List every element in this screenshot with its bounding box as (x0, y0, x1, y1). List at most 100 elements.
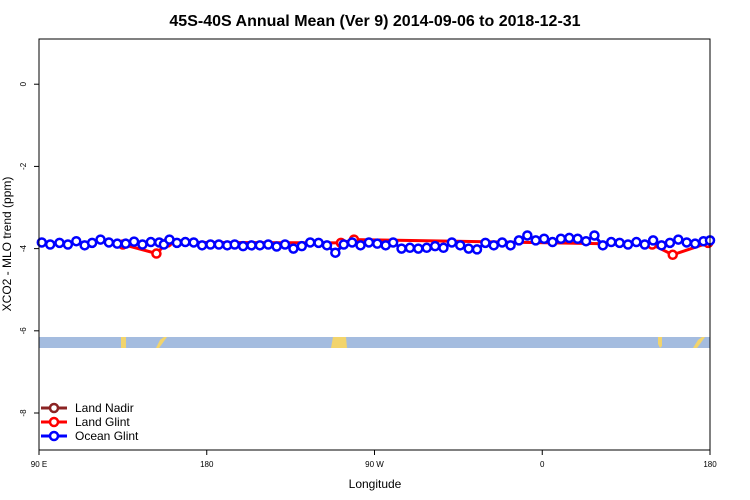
data-point (480, 237, 491, 249)
series-ocean-glint (36, 230, 716, 258)
x-tick-label: 180 (703, 460, 717, 469)
data-point (254, 240, 266, 251)
data-point (438, 242, 449, 254)
x-tick-label: 90 E (31, 460, 47, 469)
data-point (681, 237, 692, 248)
data-point (246, 240, 257, 251)
data-point (137, 239, 148, 250)
data-point (304, 237, 316, 248)
x-tick-label: 180 (200, 460, 214, 469)
legend: Land Nadir Land Glint Ocean Glint (41, 401, 139, 443)
data-point (513, 235, 525, 246)
data-point (564, 232, 575, 244)
data-point (689, 238, 701, 249)
data-point (95, 234, 106, 245)
data-point (330, 247, 341, 258)
data-point (112, 238, 123, 249)
data-point (296, 240, 308, 252)
data-point (44, 239, 56, 250)
data-point (188, 237, 199, 248)
data-point (54, 237, 65, 249)
legend-marker-ocean-glint (48, 430, 60, 442)
data-point (271, 241, 282, 252)
y-tick-label: -2 (19, 162, 28, 170)
data-point (103, 237, 115, 248)
series-layer (36, 230, 716, 261)
data-point (580, 235, 592, 247)
data-point (664, 237, 676, 249)
x-tick-label: 0 (540, 460, 545, 469)
data-point (667, 249, 678, 261)
data-point (614, 237, 625, 249)
data-point (421, 242, 432, 254)
data-point (505, 240, 516, 251)
y-axis: 0 -2 -4 -6 -8 (19, 81, 39, 417)
data-point (372, 238, 383, 249)
data-point (338, 239, 349, 250)
data-point (572, 233, 583, 244)
data-point (496, 237, 508, 248)
data-point (151, 248, 162, 259)
data-point (288, 243, 299, 254)
data-point (237, 240, 249, 252)
y-axis-label: XCO2 - MLO trend (ppm) (0, 177, 14, 312)
data-point (180, 236, 191, 248)
y-tick-label: -4 (19, 245, 28, 253)
data-point (530, 235, 541, 246)
data-point (622, 239, 634, 250)
data-point (363, 237, 375, 248)
chart-title: 45S-40S Annual Mean (Ver 9) 2014-09-06 t… (169, 13, 580, 30)
data-point (263, 239, 274, 250)
land-patch-2 (156, 337, 167, 348)
data-point (454, 240, 466, 251)
legend-label-land-glint: Land Glint (75, 415, 130, 429)
data-point (547, 236, 558, 248)
x-axis: 90 E 180 90 W 0 180 (31, 450, 717, 469)
data-point (446, 237, 458, 248)
data-point (429, 240, 441, 252)
data-point (321, 240, 333, 251)
y-tick-label: -8 (19, 409, 28, 417)
x-axis-label: Longitude (349, 477, 402, 491)
data-point (62, 239, 74, 250)
legend-label-land-nadir: Land Nadir (75, 401, 134, 415)
data-point (145, 236, 157, 248)
data-point (120, 238, 131, 249)
data-point (589, 230, 600, 241)
data-point (205, 239, 216, 250)
data-point (213, 239, 225, 250)
data-point (404, 242, 416, 254)
land-patch-4 (658, 337, 662, 348)
data-point (387, 237, 399, 248)
data-point (631, 236, 642, 248)
data-point (538, 233, 550, 244)
land-patch-3 (331, 337, 347, 348)
data-point (605, 236, 617, 248)
x-tick-label: 90 W (365, 460, 384, 469)
data-point (463, 243, 474, 254)
ocean-band (39, 337, 710, 348)
data-point (229, 239, 240, 250)
data-point (396, 243, 407, 254)
data-point (355, 240, 366, 251)
land-patch-5 (693, 337, 705, 348)
data-point (313, 237, 324, 249)
legend-marker-land-glint (48, 416, 60, 428)
data-point (673, 234, 684, 245)
data-point (656, 240, 667, 251)
land-mask-band (39, 337, 710, 348)
data-point (71, 235, 82, 247)
data-point (522, 230, 533, 241)
data-point (647, 235, 659, 246)
land-patch-1 (121, 337, 126, 348)
data-point (639, 239, 651, 250)
y-tick-label: 0 (19, 81, 28, 86)
data-point (279, 239, 291, 250)
legend-marker-land-nadir (48, 402, 60, 414)
y-tick-label: -6 (19, 327, 28, 335)
legend-label-ocean-glint: Ocean Glint (75, 429, 139, 443)
data-point (171, 237, 183, 249)
data-point (488, 240, 500, 251)
